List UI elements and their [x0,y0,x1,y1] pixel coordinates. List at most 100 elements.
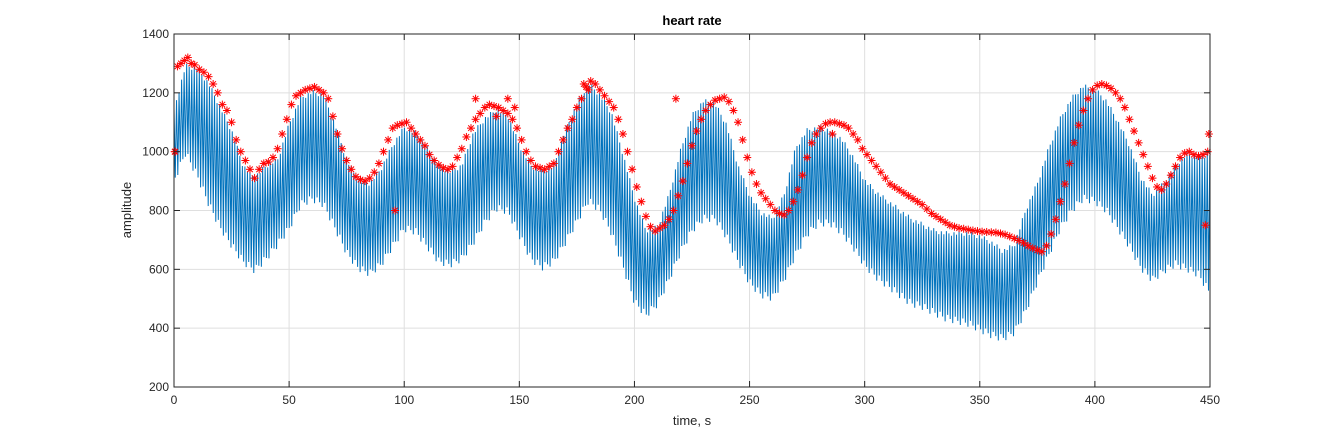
peak-marker [757,188,766,197]
peak-marker [752,180,761,189]
peak-marker [195,65,204,74]
peak-marker [579,80,588,89]
peak-marker [559,135,568,144]
peak-marker [904,191,913,200]
peak-marker [374,159,383,168]
x-tick-label: 150 [509,393,529,407]
peak-marker [218,100,227,109]
peak-marker [641,212,650,221]
peak-marker [384,135,393,144]
peak-marker [407,124,416,133]
peak-marker [895,185,904,194]
peak-marker [1143,162,1152,171]
peak-marker [510,103,519,112]
peak-marker [434,160,443,169]
peak-marker [849,130,858,139]
peak-marker [492,112,501,121]
peak-marker [1157,185,1166,194]
peak-marker [909,194,918,203]
peak-marker [471,115,480,124]
peak-marker [591,80,600,89]
peak-marker [1171,162,1180,171]
peak-marker [803,153,812,162]
peak-marker [236,147,245,156]
signal-series [173,63,1211,341]
peak-marker [457,144,466,153]
peak-marker [549,159,558,168]
peak-marker [595,85,604,94]
peak-marker [853,135,862,144]
peak-marker [287,100,296,109]
peak-marker [678,177,687,186]
peak-marker [1074,121,1083,130]
peak-marker [1185,147,1194,156]
peak-marker [586,77,595,86]
peak-marker [828,130,837,139]
peak-marker [1042,241,1051,250]
peak-marker [199,68,208,77]
peak-marker [623,147,632,156]
peak-marker [577,94,586,103]
peak-marker [1153,182,1162,191]
peak-marker [913,197,922,206]
peak-marker [388,124,397,133]
peak-marker [839,121,848,130]
peak-marker [697,115,706,124]
peak-marker [379,147,388,156]
peak-marker [932,212,941,221]
peak-marker [250,174,259,183]
peak-marker [738,135,747,144]
peak-marker [333,130,342,139]
x-tick-label: 450 [1200,393,1220,407]
peak-marker [338,144,347,153]
peak-marker [1199,150,1208,159]
peak-marker [183,53,192,62]
peak-marker [862,150,871,159]
peak-marker [1056,197,1065,206]
peak-marker [1102,81,1111,90]
peak-marker [1130,127,1139,136]
peak-marker [319,88,328,97]
peak-marker [609,103,618,112]
peak-marker [1134,138,1143,147]
peak-marker [268,153,277,162]
peak-marker [255,165,264,174]
peak-marker [471,94,480,103]
peak-marker [361,177,370,186]
x-tick-label: 400 [1085,393,1105,407]
peak-marker [671,94,680,103]
peak-marker [517,135,526,144]
peak-marker [513,124,522,133]
peak-marker [798,171,807,180]
peak-marker [729,106,738,115]
peak-marker [545,162,554,171]
peak-marker [936,215,945,224]
peak-marker [282,115,291,124]
peak-marker [245,165,254,174]
x-tick-labels: 0 50 100 150 200 250 300 350 400 450 [171,393,1221,407]
peak-marker [222,106,231,115]
peak-marker [540,165,549,174]
y-tick-label: 1200 [142,86,169,100]
x-axis-label: time, s [673,413,712,428]
peak-marker [273,144,282,153]
x-tick-label: 100 [394,393,414,407]
peak-marker [480,103,489,112]
peak-marker [1162,180,1171,189]
peak-marker [618,130,627,139]
peak-marker [632,182,641,191]
peak-marker [1120,103,1129,112]
peak-marker [1139,150,1148,159]
peak-marker [1148,174,1157,183]
peak-marker [1083,94,1092,103]
peak-marker [494,103,503,112]
peak-marker [793,185,802,194]
peak-marker [600,91,609,100]
y-tick-label: 1400 [142,27,169,41]
x-tick-label: 0 [171,393,178,407]
peak-marker [526,156,535,165]
peak-marker [1070,138,1079,147]
x-tick-label: 200 [624,393,644,407]
peak-marker [688,141,696,150]
x-tick-label: 50 [282,393,296,407]
